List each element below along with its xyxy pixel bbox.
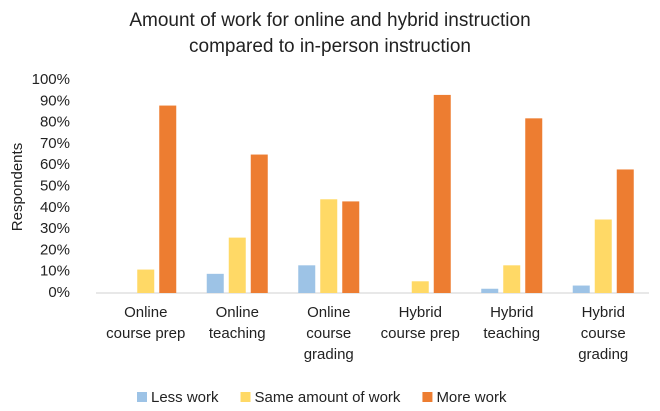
y-tick-label: 20%: [40, 241, 70, 258]
chart-title: Amount of work for online and hybrid ins…: [129, 10, 531, 57]
legend-swatch: [422, 392, 433, 402]
bar: [433, 94, 451, 293]
y-tick-label: 80%: [40, 114, 70, 131]
y-tick-label: 30%: [40, 220, 70, 237]
bar: [228, 237, 246, 293]
bar: [159, 105, 177, 293]
y-tick-label: 100%: [32, 71, 70, 88]
x-tick-label: Online course grading: [303, 304, 354, 363]
y-axis-label: Respondents: [9, 143, 26, 231]
bar: [137, 269, 155, 293]
bar: [411, 281, 429, 293]
x-tick-label: Hybrid course grading: [578, 304, 629, 363]
x-tick-label: Hybrid teaching: [483, 304, 541, 342]
y-tick-label: 70%: [40, 135, 70, 152]
bar: [298, 265, 316, 293]
y-tick-label: 40%: [40, 199, 70, 216]
legend-label: Less work: [151, 389, 219, 406]
bar: [342, 201, 360, 293]
x-tick-label: Online teaching: [208, 304, 266, 342]
y-tick-label: 50%: [40, 177, 70, 194]
y-tick-label: 60%: [40, 156, 70, 173]
bar: [481, 288, 499, 293]
y-tick-label: 10%: [40, 263, 70, 280]
legend-label: More work: [436, 389, 507, 406]
bar: [250, 154, 268, 293]
y-tick-label: 90%: [40, 92, 70, 109]
x-tick-label: Online course prep: [106, 304, 186, 342]
bar: [503, 265, 521, 293]
y-tick-label: 0%: [48, 284, 70, 301]
x-tick-label: Hybrid course prep: [380, 304, 460, 342]
bar: [525, 118, 543, 293]
legend-label: Same amount of work: [255, 389, 401, 406]
bar: [206, 273, 224, 293]
bar: [572, 285, 590, 293]
bar: [320, 199, 338, 293]
bar: [594, 219, 612, 293]
bar: [616, 169, 634, 293]
legend-swatch: [240, 392, 251, 402]
legend-swatch: [137, 392, 147, 402]
